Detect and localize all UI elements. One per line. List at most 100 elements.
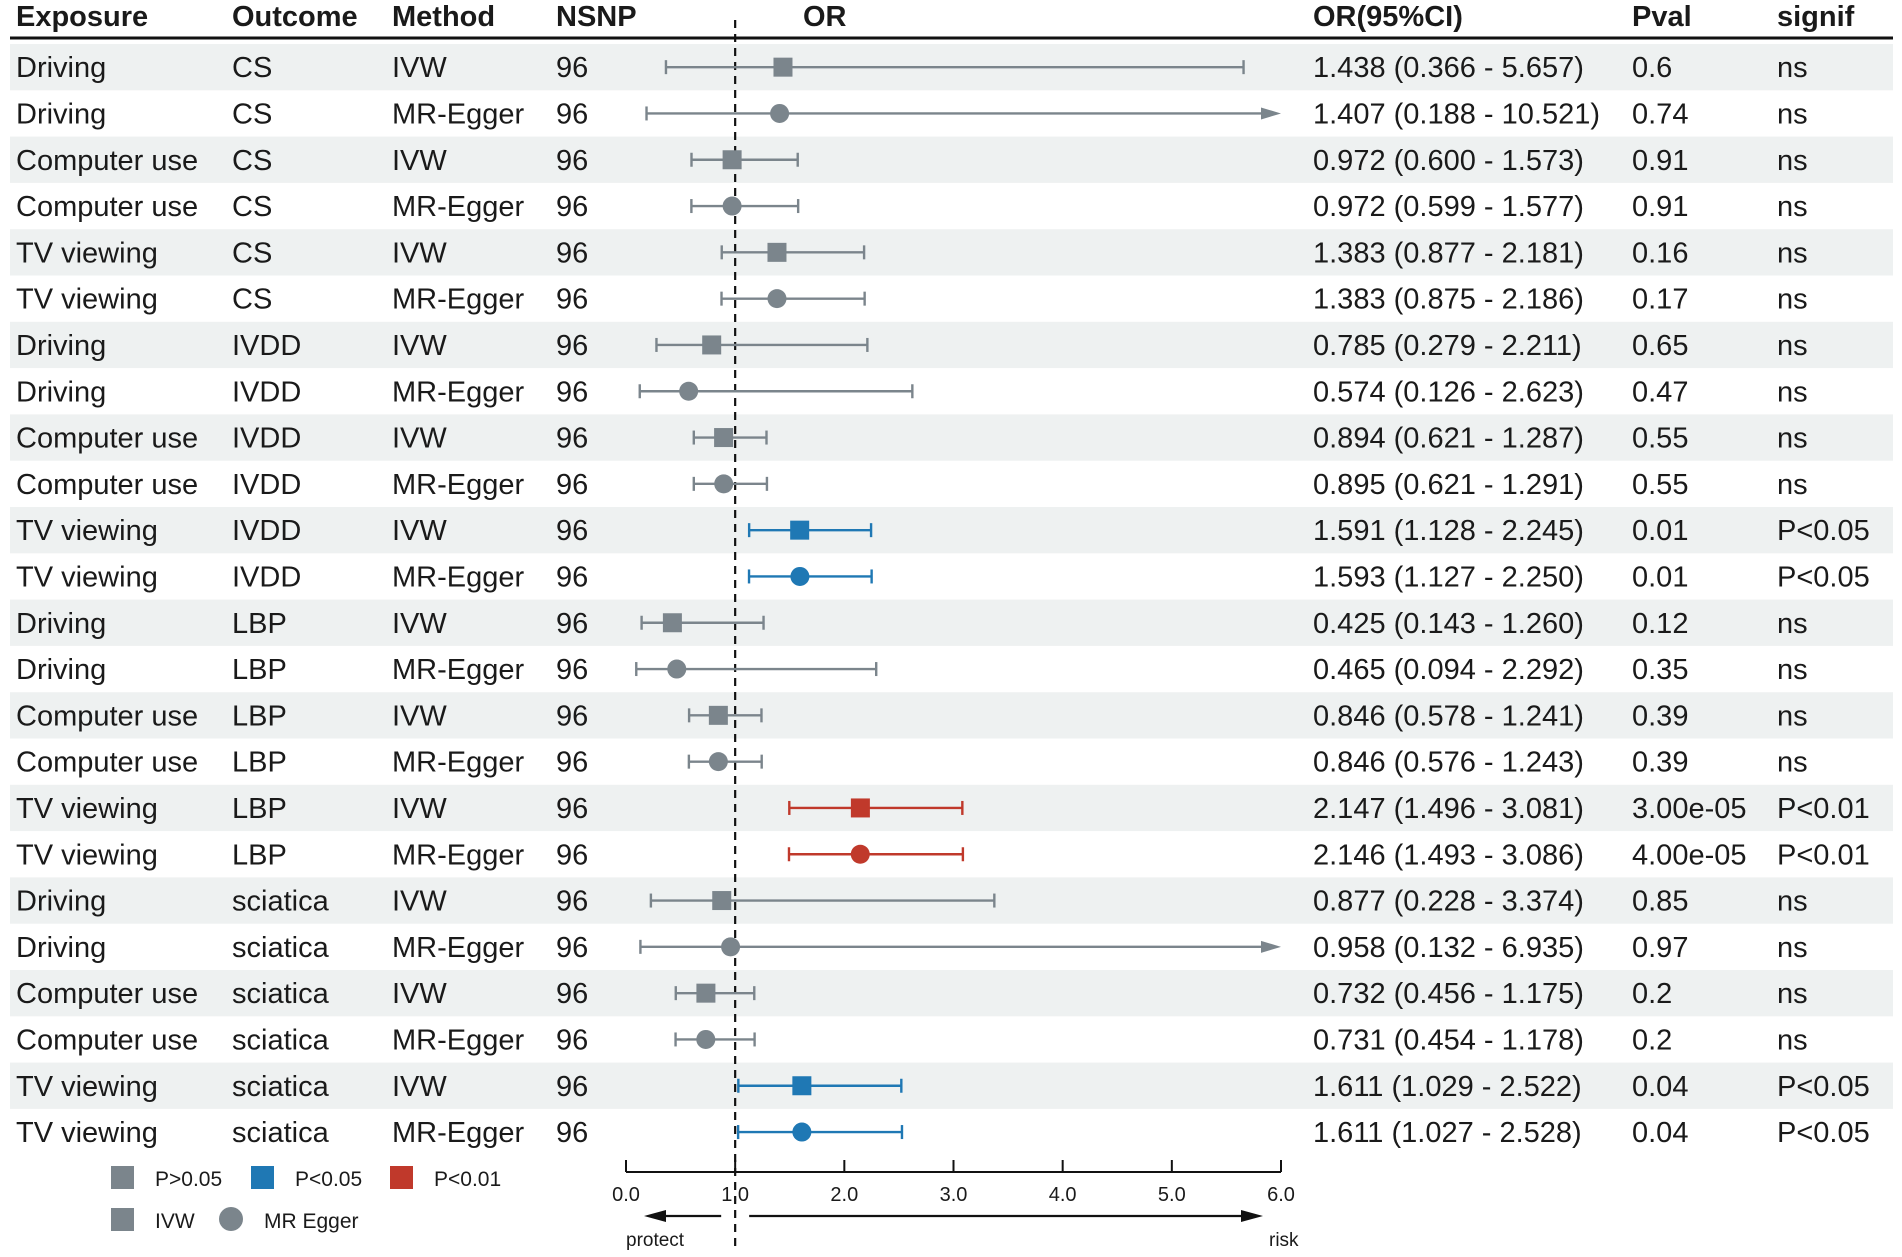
header-nsnp: NSNP (556, 1, 637, 33)
cell-nsnp: 96 (556, 469, 588, 501)
cell-exposure: Driving (16, 932, 106, 964)
cell-nsnp: 96 (556, 932, 588, 964)
cell-outcome: IVDD (232, 376, 301, 408)
cell-exposure: Computer use (16, 747, 198, 779)
cell-outcome: CS (232, 145, 272, 177)
point-ivw-square (714, 428, 734, 448)
cell-pval: 0.01 (1632, 515, 1688, 547)
point-egger-circle (708, 752, 728, 772)
cell-nsnp: 96 (556, 237, 588, 269)
cell-nsnp: 96 (556, 52, 588, 84)
cell-exposure: TV viewing (16, 561, 158, 593)
point-egger-circle (696, 1029, 716, 1049)
cell-outcome: IVDD (232, 423, 301, 455)
plot-marks (635, 57, 1281, 1142)
cell-method: IVW (392, 886, 447, 918)
legend-p01-swatch (390, 1166, 413, 1189)
row-stripe (10, 507, 1893, 554)
cell-ci: 0.972 (0.600 - 1.573) (1313, 145, 1584, 177)
legend-p05-label: P<0.05 (295, 1168, 362, 1191)
header-ci: OR(95%CI) (1313, 1, 1463, 33)
header-pval: Pval (1632, 1, 1692, 33)
cell-ci: 1.438 (0.366 - 5.657) (1313, 52, 1584, 84)
cell-exposure: Computer use (16, 978, 198, 1010)
cell-ci: 0.785 (0.279 - 2.211) (1313, 330, 1582, 362)
cell-outcome: LBP (232, 793, 287, 825)
point-ivw-square (767, 242, 787, 262)
cell-signif: ns (1777, 284, 1808, 316)
cell-signif: ns (1777, 145, 1808, 177)
cell-ci: 1.611 (1.027 - 2.528) (1313, 1117, 1582, 1149)
cell-pval: 0.85 (1632, 886, 1688, 918)
legend-p01-label: P<0.01 (434, 1168, 501, 1191)
legend: P>0.05 P<0.05 P<0.01 IVW MR Egger (111, 1166, 501, 1233)
cell-signif: ns (1777, 700, 1808, 732)
cell-outcome: sciatica (232, 1024, 330, 1056)
cell-nsnp: 96 (556, 654, 588, 686)
cell-nsnp: 96 (556, 1024, 588, 1056)
legend-ivw-square-icon (111, 1208, 134, 1231)
cell-exposure: Computer use (16, 191, 198, 223)
cell-method: MR-Egger (392, 747, 524, 779)
cell-ci: 0.574 (0.126 - 2.623) (1313, 376, 1584, 408)
cell-method: IVW (392, 423, 447, 455)
cell-exposure: Driving (16, 608, 106, 640)
cell-outcome: IVDD (232, 561, 301, 593)
cell-outcome: IVDD (232, 330, 301, 362)
cell-nsnp: 96 (556, 793, 588, 825)
cell-pval: 0.16 (1632, 237, 1688, 269)
cell-signif: ns (1777, 191, 1808, 223)
point-egger-circle (792, 1122, 812, 1142)
cell-signif: ns (1777, 747, 1808, 779)
cell-ci: 0.958 (0.132 - 6.935) (1313, 932, 1584, 964)
ci-overflow-arrow (1261, 107, 1281, 120)
cell-method: IVW (392, 608, 447, 640)
legend-egger-label: MR Egger (264, 1210, 359, 1233)
cell-exposure: Driving (16, 886, 106, 918)
cell-nsnp: 96 (556, 978, 588, 1010)
cell-nsnp: 96 (556, 423, 588, 455)
point-egger-circle (721, 937, 741, 957)
row-stripe (10, 692, 1893, 739)
cell-signif: ns (1777, 376, 1808, 408)
cell-outcome: sciatica (232, 978, 330, 1010)
cell-pval: 0.12 (1632, 608, 1688, 640)
row-stripe (10, 136, 1893, 183)
cell-exposure: Computer use (16, 1024, 198, 1056)
point-ivw-square (712, 891, 732, 911)
cell-pval: 0.74 (1632, 98, 1688, 130)
cell-outcome: CS (232, 191, 272, 223)
cell-pval: 0.55 (1632, 423, 1688, 455)
cell-exposure: TV viewing (16, 284, 158, 316)
table-body: Driving CS IVW 96 1.438 (0.366 - 5.657) 0.6 ns… (16, 52, 1870, 1149)
cell-ci: 1.593 (1.127 - 2.250) (1313, 561, 1584, 593)
cell-ci: 1.611 (1.029 - 2.522) (1313, 1071, 1582, 1103)
cell-nsnp: 96 (556, 376, 588, 408)
cell-pval: 0.91 (1632, 145, 1688, 177)
point-ivw-square (790, 520, 810, 540)
cell-ci: 0.894 (0.621 - 1.287) (1313, 423, 1584, 455)
cell-pval: 0.01 (1632, 561, 1688, 593)
cell-exposure: TV viewing (16, 237, 158, 269)
cell-outcome: sciatica (232, 886, 330, 918)
cell-method: MR-Egger (392, 98, 524, 130)
point-egger-circle (770, 103, 790, 123)
point-ivw-square (662, 613, 682, 633)
cell-pval: 0.6 (1632, 52, 1672, 84)
cell-outcome: sciatica (232, 1071, 330, 1103)
header-method: Method (392, 1, 495, 33)
cell-method: MR-Egger (392, 839, 524, 871)
point-egger-circle (850, 844, 870, 864)
cell-method: MR-Egger (392, 1117, 524, 1149)
cell-nsnp: 96 (556, 886, 588, 918)
protect-arrow-icon (644, 1210, 666, 1222)
cell-exposure: Driving (16, 98, 106, 130)
cell-exposure: Driving (16, 330, 106, 362)
cell-signif: ns (1777, 886, 1808, 918)
cell-method: IVW (392, 700, 447, 732)
cell-nsnp: 96 (556, 1117, 588, 1149)
header-outcome: Outcome (232, 1, 358, 33)
point-ivw-square (850, 798, 870, 818)
legend-egger-circle-icon (219, 1207, 243, 1231)
